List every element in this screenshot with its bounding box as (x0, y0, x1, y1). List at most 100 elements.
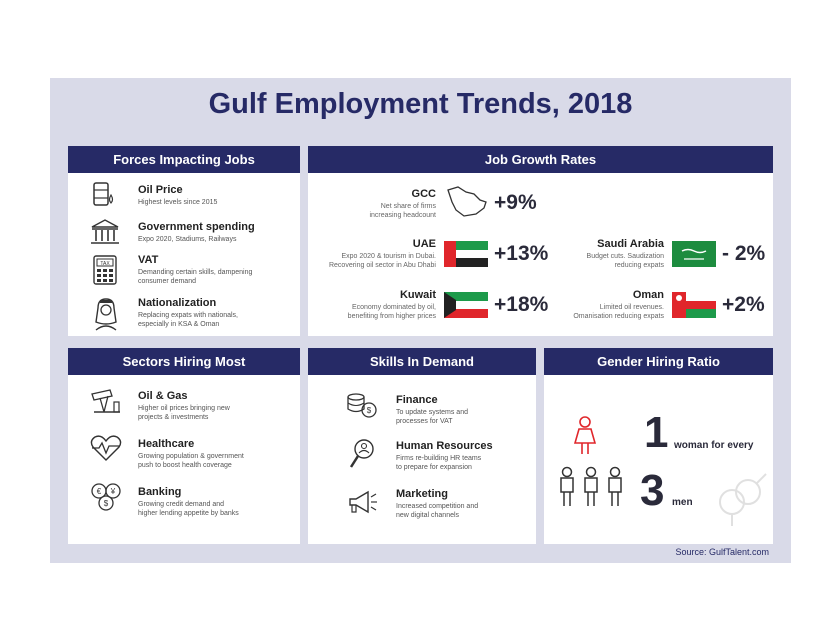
growth-desc-line: Expo 2020 & tourism in Dubai. (341, 253, 436, 260)
growth-desc-gcc: Net share of firms increasing headcount (308, 202, 436, 220)
kuwait-flag-icon (444, 292, 488, 318)
forces-item-desc: Expo 2020, Stadiums, Railways (138, 236, 237, 243)
growth-value-kuwait: +18% (494, 293, 549, 316)
growth-value-saudi: - 2% (722, 242, 766, 265)
sectors-item-title: Oil & Gas (138, 390, 188, 402)
growth-desc-line: benefiting from higher prices (347, 313, 436, 320)
skills-item-marketing: Marketing Increased competition and new … (396, 488, 526, 520)
oman-flag-icon (672, 292, 716, 318)
svg-text:$: $ (367, 406, 372, 415)
growth-desc-line: Limited oil revenues. (599, 304, 664, 311)
saudi-flag-icon (672, 241, 716, 267)
coins-stack-icon: $ (347, 393, 377, 418)
growth-desc-oman: Limited oil revenues. Omanisation reduci… (548, 303, 664, 321)
heartbeat-icon (90, 435, 122, 461)
growth-name-kuwait: Kuwait (399, 289, 436, 301)
sectors-item-desc: Higher oil prices bringing new projects … (138, 404, 278, 422)
sectors-desc-line: Higher oil prices bringing new (138, 405, 230, 412)
growth-name-saudi: Saudi Arabia (597, 238, 664, 250)
skills-item-desc: Increased competition and new digital ch… (396, 502, 526, 520)
men-count: 3 (640, 466, 665, 515)
sectors-item-title: Healthcare (138, 438, 195, 450)
skills-item-desc: To update systems and processes for VAT (396, 408, 526, 426)
sectors-desc-line: higher lending appetite by banks (138, 510, 239, 517)
sectors-panel: Sectors Hiring Most Oil & Gas Higher oil… (68, 348, 300, 544)
svg-text:¥: ¥ (110, 487, 116, 496)
svg-text:€: € (97, 487, 102, 496)
sectors-item-title: Banking (138, 486, 182, 498)
growth-desc-line: increasing headcount (369, 212, 436, 219)
forces-heading: Forces Impacting Jobs (68, 146, 300, 173)
sectors-item-banking: Banking Growing credit demand and higher… (138, 486, 288, 518)
gender-panel: Gender Hiring Ratio 1 woman for every 3 … (544, 348, 773, 544)
growth-value-uae: +13% (494, 242, 549, 265)
skills-desc-line: to prepare for expansion (396, 464, 472, 471)
growth-panel: Job Growth Rates GCC Net share of firms … (308, 146, 773, 336)
page-title: Gulf Employment Trends, 2018 (208, 88, 633, 120)
forces-item-title: VAT (138, 254, 159, 266)
growth-value-gcc: +9% (494, 191, 537, 214)
forces-item-desc: Demanding certain skills, dampening cons… (138, 269, 253, 285)
growth-value-oman: +2% (722, 293, 765, 316)
megaphone-icon (349, 490, 377, 514)
sectors-desc-line: push to boost health coverage (138, 462, 232, 469)
growth-desc-line: Net share of firms (380, 203, 436, 210)
forces-item-title: Oil Price (138, 184, 183, 196)
growth-name-gcc: GCC (411, 188, 436, 200)
skills-desc-line: Firms re-building HR teams (396, 455, 482, 462)
skills-item-finance: Finance To update systems and processes … (396, 394, 526, 426)
skills-desc-line: Increased competition and (396, 503, 479, 510)
sectors-item-desc: Growing population & government push to … (138, 452, 288, 470)
oil-barrel-icon (93, 182, 114, 206)
women-count: 1 (644, 408, 669, 457)
growth-heading: Job Growth Rates (308, 146, 773, 173)
growth-name-uae: UAE (412, 238, 436, 250)
men-label: men (672, 497, 693, 508)
sectors-item-oil-gas: Oil & Gas Higher oil prices bringing new… (138, 390, 278, 422)
svg-text:TAX: TAX (100, 261, 110, 267)
forces-item-title: Nationalization (138, 297, 217, 309)
women-label: woman for every (674, 440, 754, 451)
oil-pump-icon (91, 389, 120, 413)
infographic: Gulf Employment Trends, 2018 Forces Impa… (50, 78, 791, 563)
growth-desc-line: Budget cuts. Saudization (586, 253, 664, 260)
tax-calculator-icon: TAX (93, 255, 117, 285)
forces-item-desc: Replacing expats with nationals, especia… (138, 312, 239, 328)
forces-item-vat: VAT Demanding certain skills, dampening … (138, 254, 278, 286)
gcc-map-icon (447, 186, 487, 217)
sectors-desc-line: Growing population & government (138, 453, 244, 460)
source-credit: Source: GulfTalent.com (675, 547, 769, 557)
government-building-icon (91, 219, 119, 244)
skills-item-title: Marketing (396, 488, 448, 500)
uae-flag-icon (444, 241, 488, 267)
skills-item-title: Human Resources (396, 440, 493, 452)
gender-heading: Gender Hiring Ratio (544, 348, 773, 375)
growth-desc-uae: Expo 2020 & tourism in Dubai. Recovering… (298, 252, 436, 270)
sectors-desc-line: projects & investments (138, 414, 209, 421)
skills-item-desc: Firms re-building HR teams to prepare fo… (396, 454, 526, 472)
skills-item-hr: Human Resources Firms re-building HR tea… (396, 440, 526, 472)
forces-item-nationalization: Nationalization Replacing expats with na… (138, 297, 263, 329)
currency-coins-icon: € ¥ $ (91, 483, 121, 511)
sectors-heading: Sectors Hiring Most (68, 348, 300, 375)
growth-name-oman: Oman (632, 289, 664, 301)
forces-item-title: Government spending (138, 221, 255, 233)
growth-desc-line: Omanisation reducing expats (573, 313, 664, 320)
magnifier-person-icon (349, 439, 374, 468)
sectors-item-desc: Growing credit demand and higher lending… (138, 500, 288, 518)
svg-text:$: $ (104, 499, 109, 508)
skills-desc-line: processes for VAT (396, 418, 453, 425)
growth-desc-line: reducing expats (614, 262, 664, 269)
growth-desc-line: Recovering oil sector in Abu Dhabi (328, 262, 436, 269)
growth-desc-line: Economy dominated by oil, (351, 304, 436, 311)
skills-heading: Skills In Demand (308, 348, 536, 375)
forces-panel: Forces Impacting Jobs Oil Price Highest … (68, 146, 300, 336)
skills-item-title: Finance (396, 394, 438, 406)
skills-desc-line: To update systems and (396, 409, 468, 416)
forces-item-desc: Highest levels since 2015 (138, 199, 218, 206)
national-person-icon (95, 298, 117, 331)
forces-item-gov-spending: Government spending Expo 2020, Stadiums,… (138, 221, 298, 244)
growth-desc-kuwait: Economy dominated by oil, benefiting fro… (308, 303, 436, 321)
forces-item-oil-price: Oil Price Highest levels since 2015 (138, 184, 288, 207)
men-group-icon (560, 466, 622, 506)
